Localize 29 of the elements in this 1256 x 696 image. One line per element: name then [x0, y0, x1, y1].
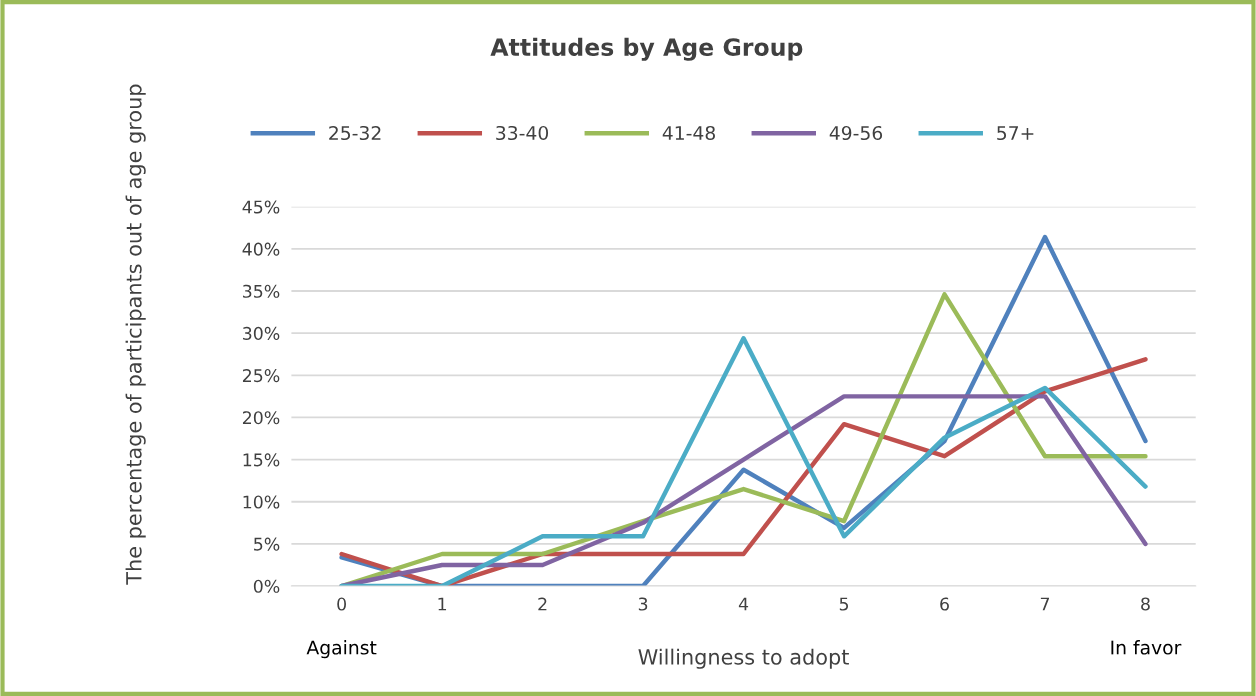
x-tick-label: 2	[538, 597, 547, 611]
y-tick-label: 5%	[254, 537, 280, 551]
legend-label: 49-56	[829, 125, 883, 141]
y-tick-label: 35%	[243, 284, 280, 298]
x-axis-title: Willingness to adopt	[638, 648, 849, 669]
y-tick-label: 40%	[242, 242, 280, 256]
x-tick-label: 4	[738, 597, 749, 611]
y-tick-label: 25%	[242, 369, 280, 383]
x-tick-label: 0	[337, 597, 346, 611]
x-tick-label: 6	[940, 597, 949, 611]
y-tick-label: 30%	[243, 326, 280, 340]
y-tick-label: 45%	[242, 200, 280, 214]
y-axis-title: The percentage of participants out of age group	[125, 84, 146, 585]
text: Against	[306, 640, 377, 659]
text: In favor	[1111, 640, 1182, 655]
x-tick-label: 5	[839, 597, 849, 611]
legend-label: 25-32	[329, 125, 381, 141]
y-tick-label: 15%	[243, 453, 280, 467]
y-tick-label: 0%	[253, 579, 280, 593]
y-tick-label: 10%	[243, 495, 280, 509]
x-tick-label: 7	[1040, 597, 1050, 611]
x-tick-label: 1	[438, 597, 447, 611]
legend-label: 33-40	[496, 125, 549, 141]
x-tick-label: 3	[638, 597, 648, 611]
legend-label: 41-48	[662, 125, 715, 141]
chart-title: Attitudes by Age Group	[490, 37, 803, 61]
y-tick-label: 20%	[242, 411, 280, 425]
legend-label: 57+	[997, 126, 1034, 141]
x-tick-label: 8	[1141, 597, 1150, 611]
